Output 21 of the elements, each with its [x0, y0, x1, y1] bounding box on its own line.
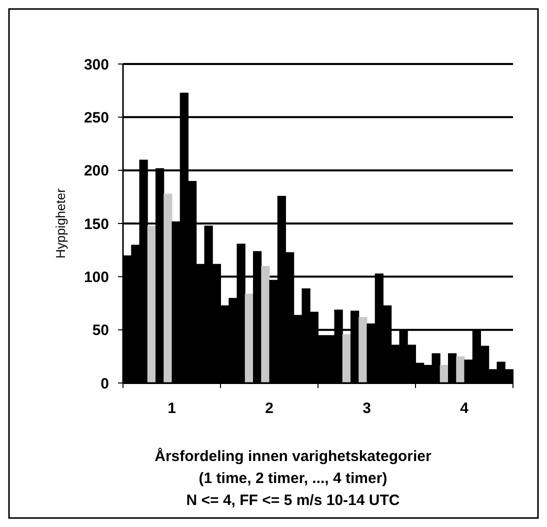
bar — [358, 317, 368, 383]
y-axis-title: Hyppigheter — [53, 188, 68, 259]
y-tick-label: 300 — [84, 56, 109, 74]
bar — [342, 334, 351, 383]
y-tick-label: 0 — [100, 375, 109, 392]
bar — [440, 364, 448, 383]
y-tick-label: 200 — [84, 162, 109, 180]
y-tick-label: 100 — [84, 268, 109, 286]
x-tick-label: 4 — [460, 400, 470, 417]
bar — [244, 294, 254, 383]
y-tick-label: 50 — [92, 322, 109, 340]
x-tick-label: 2 — [265, 400, 274, 417]
bar — [261, 266, 270, 383]
x-tick-label: 3 — [362, 400, 371, 417]
x-tick-label: 1 — [168, 400, 176, 417]
y-tick-label: 250 — [84, 109, 109, 126]
y-tick-label: 150 — [84, 216, 109, 233]
x-axis-title: Årsfordeling innen varighetskategorier (1 time, 2 timer, ..., 4 timer) N <= 4, FF <= 5 m/s 10-14 UTC — [154, 447, 432, 509]
bar — [164, 194, 172, 383]
bar — [456, 356, 465, 383]
bar — [147, 226, 156, 383]
